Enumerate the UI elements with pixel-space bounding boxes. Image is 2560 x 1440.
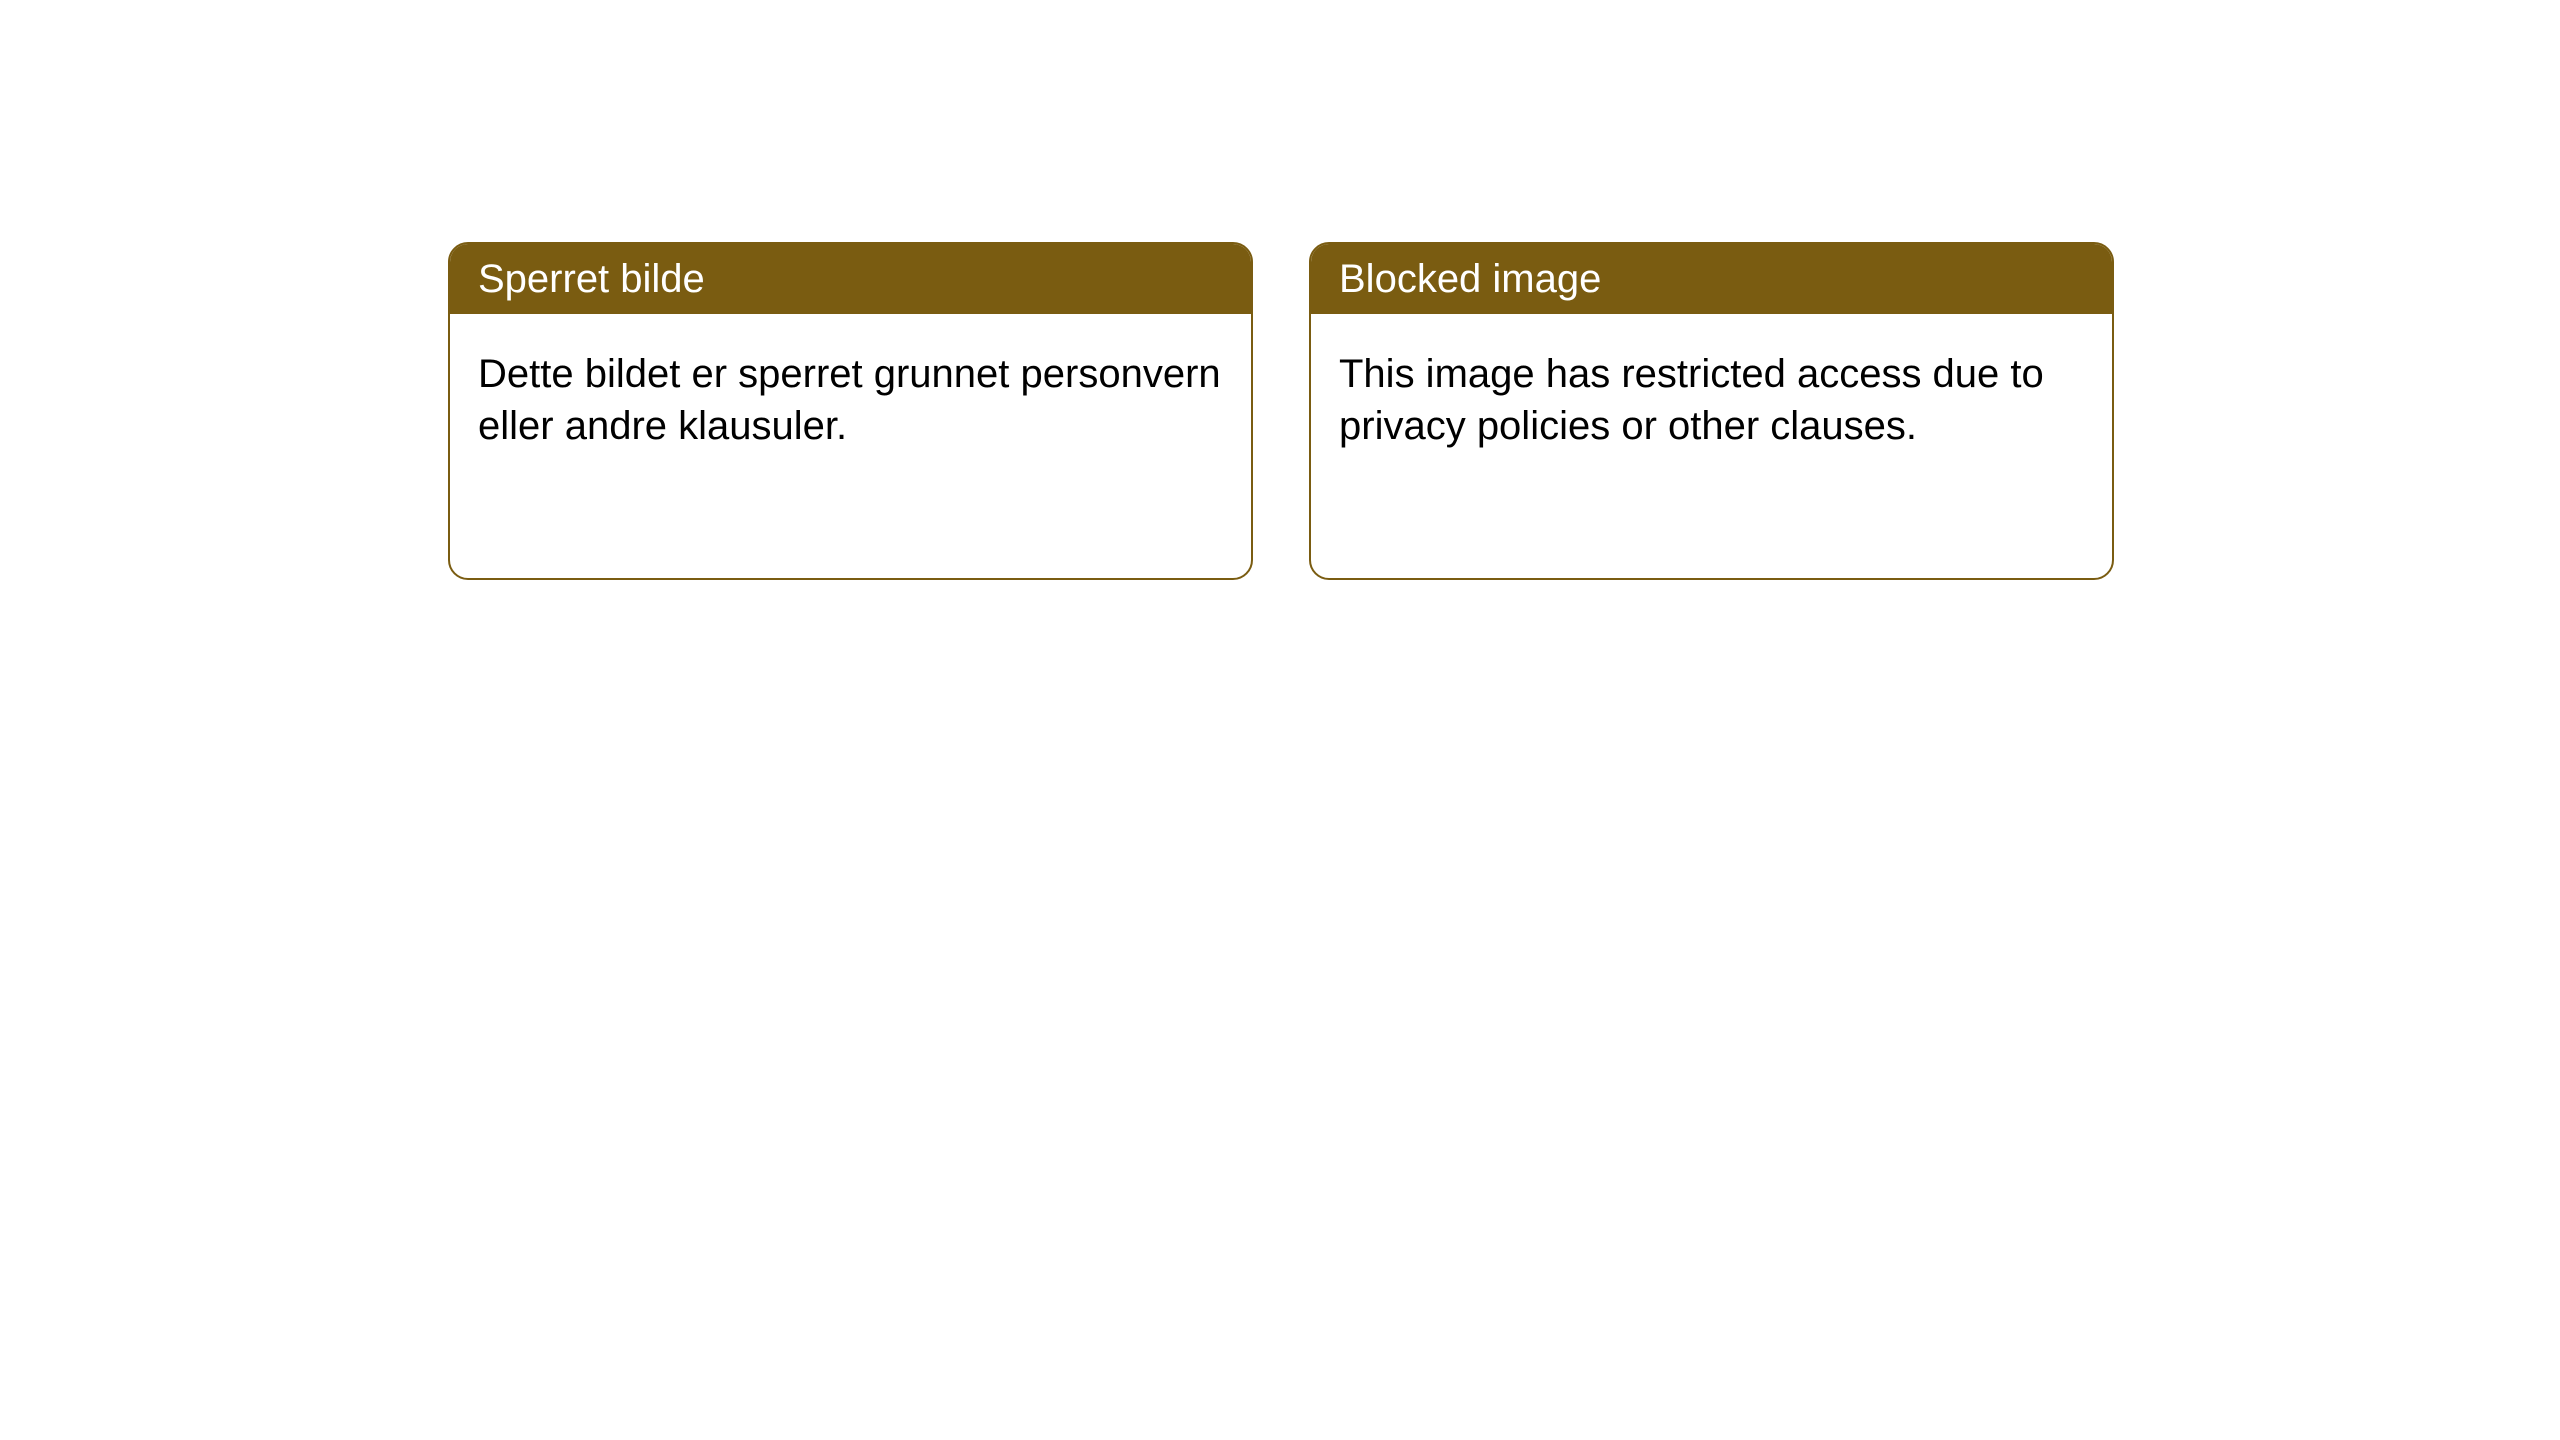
notice-box-english: Blocked image This image has restricted … <box>1309 242 2114 580</box>
notice-body: Dette bildet er sperret grunnet personve… <box>450 314 1251 486</box>
notice-header: Blocked image <box>1311 244 2112 314</box>
notice-container: Sperret bilde Dette bildet er sperret gr… <box>0 0 2560 580</box>
notice-box-norwegian: Sperret bilde Dette bildet er sperret gr… <box>448 242 1253 580</box>
notice-header: Sperret bilde <box>450 244 1251 314</box>
notice-body: This image has restricted access due to … <box>1311 314 2112 486</box>
